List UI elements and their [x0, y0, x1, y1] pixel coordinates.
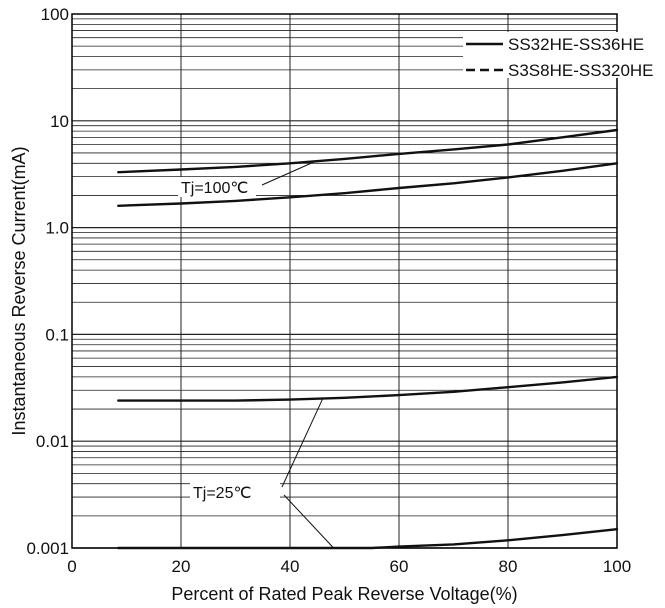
annotation-text-tj-100: Tj=100℃ [181, 180, 248, 197]
annotation-tj-25: Tj=25℃ [190, 398, 334, 549]
annotation-text-tj-25: Tj=25℃ [193, 485, 251, 502]
x-axis-label: Percent of Rated Peak Reverse Voltage(%) [171, 584, 517, 604]
legend-entry-s3s8he-ss320he: S3S8HE-SS320HE [508, 61, 654, 80]
x-tick-label: 40 [281, 557, 300, 576]
legend: SS32HE-SS36HE S3S8HE-SS320HE [463, 32, 654, 80]
x-tick-label: 0 [67, 557, 76, 576]
x-tick-labels: 0 20 40 60 80 100 [67, 557, 631, 576]
series-layer [117, 128, 619, 550]
annotation-tj-100: Tj=100℃ [178, 160, 318, 197]
annotation-leader [261, 160, 318, 186]
series-line-1 [117, 162, 619, 207]
x-tick-label: 80 [499, 557, 518, 576]
series-line-3 [117, 528, 619, 550]
y-tick-label: 0.001 [26, 539, 69, 558]
annotation-leader-lower [283, 494, 334, 549]
legend-entry-ss32he-ss36he: SS32HE-SS36HE [508, 35, 644, 54]
x-tick-label: 100 [603, 557, 631, 576]
x-tick-label: 60 [390, 557, 409, 576]
annotation-leader-upper [281, 398, 324, 488]
series-line-0 [117, 128, 619, 174]
annotation-background [178, 177, 256, 197]
x-tick-label: 20 [172, 557, 191, 576]
grid-lines [71, 14, 618, 549]
y-tick-label: 100 [41, 5, 69, 24]
annotations: Tj=100℃ Tj=25℃ [178, 160, 334, 549]
annotation-background [190, 482, 280, 502]
y-tick-label: 10 [50, 112, 69, 131]
y-axis-label: Instantaneous Reverse Current(mA) [9, 146, 29, 435]
y-tick-labels: 0.001 0.01 0.1 1.0 10 100 [26, 5, 69, 558]
y-tick-label: 1.0 [45, 219, 69, 238]
series-line-2 [117, 375, 619, 402]
y-tick-label: 0.01 [36, 432, 69, 451]
y-tick-label: 0.1 [45, 325, 69, 344]
plot-frame [71, 13, 618, 549]
